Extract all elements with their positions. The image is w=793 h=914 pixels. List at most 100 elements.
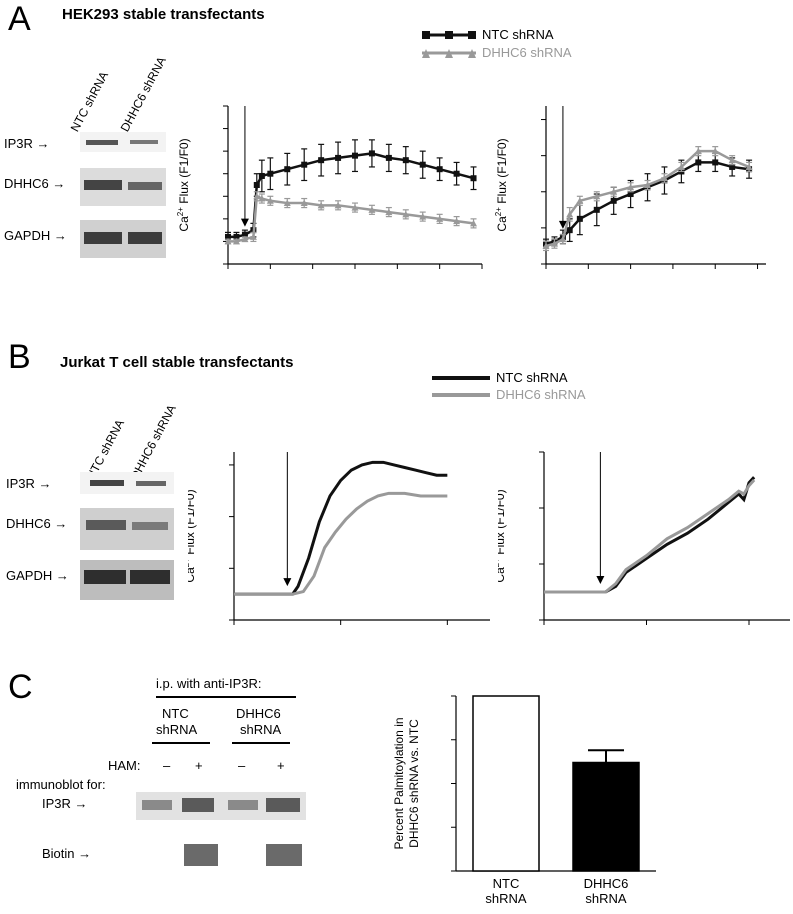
panel-b-letter: B: [8, 338, 31, 376]
blot-b-band: [90, 480, 124, 486]
blot-c-group1-line2: shRNA: [156, 722, 198, 737]
blot-c-ham-sign: –: [163, 758, 171, 773]
data-point-dhhc6: [368, 206, 376, 213]
data-point-dhhc6: [266, 197, 274, 204]
chart-c1: Percent Palmitoylation inDHHC6 shRNA vs.…: [394, 695, 656, 906]
blot-c-group2-line1: DHHC6: [236, 706, 281, 721]
data-point-dhhc6: [470, 219, 478, 227]
data-point-dhhc6: [385, 208, 393, 216]
blot-c-group1-line1: NTC: [162, 706, 189, 721]
blot-c-band: [142, 800, 172, 810]
blot-c-ham-sign: +: [277, 758, 285, 773]
blot-c-gel: [136, 792, 306, 866]
data-point-ntc: [436, 166, 443, 173]
category-label: NTC shRNA: [485, 876, 527, 906]
blot-a-lane-1: NTC shRNA: [67, 69, 111, 134]
data-point-ntc: [566, 227, 573, 234]
chart-b1: Ca2+ Flux (F1/F0): [188, 452, 490, 625]
blot-b-band: [86, 520, 126, 530]
blot-a-band: [84, 232, 122, 244]
data-point-dhhc6: [249, 233, 257, 240]
blot-b-band: [84, 570, 126, 584]
blot-b-band: [130, 570, 170, 584]
data-point-dhhc6: [677, 163, 685, 170]
data-point-ntc: [402, 157, 409, 164]
bar: [572, 761, 640, 872]
blot-c-band-biotin: [266, 844, 302, 866]
data-point-dhhc6: [317, 201, 325, 209]
data-point-dhhc6: [334, 201, 342, 209]
data-point-dhhc6: [694, 147, 702, 155]
data-point-ntc: [352, 152, 358, 159]
series-line-dhhc6: [544, 478, 756, 594]
blot-b-band: [136, 481, 166, 486]
data-point-ntc: [241, 231, 248, 238]
blot-a-band: [84, 180, 122, 190]
data-point-dhhc6: [300, 199, 308, 207]
data-point-dhhc6: [402, 210, 410, 218]
blot-c-group1-underline: [152, 742, 210, 744]
data-point-ntc: [267, 170, 274, 177]
blot-a-row-label-2: DHHC6 →: [4, 176, 66, 191]
data-point-ntc: [233, 233, 240, 240]
legend-a-ntc-marker: [422, 31, 430, 39]
data-point-ntc: [453, 170, 460, 177]
blot-c-band: [182, 798, 214, 812]
data-point-ntc: [318, 157, 325, 164]
annotation-arrowhead: [596, 576, 605, 584]
blot-a-band: [130, 140, 158, 144]
data-point-ntc: [695, 159, 702, 166]
blot-c-ham-sign: +: [195, 758, 203, 773]
data-point-dhhc6: [559, 235, 567, 243]
series-line-dhhc6: [234, 491, 448, 596]
data-point-ntc: [593, 206, 600, 213]
data-point-ntc: [258, 172, 265, 179]
blot-a-band: [86, 140, 118, 145]
data-point-ntc: [385, 154, 392, 161]
y-axis-label: Ca2+ Flux (F1/F0): [176, 138, 191, 231]
data-point-dhhc6: [550, 240, 558, 247]
data-point-dhhc6: [224, 237, 232, 245]
bar: [472, 695, 540, 872]
blot-c-band: [266, 798, 300, 812]
data-point-ntc: [284, 166, 291, 173]
blot-b-row-label-2: DHHC6 →: [6, 516, 68, 531]
blot-c-ip-line: [156, 696, 296, 698]
data-point-ntc: [610, 197, 617, 204]
data-point-dhhc6: [745, 163, 753, 170]
category-label: DHHC6 shRNA: [584, 876, 629, 906]
data-point-dhhc6: [576, 197, 584, 204]
data-point-dhhc6: [436, 215, 444, 222]
blot-a-band: [128, 232, 162, 244]
blot-a-strip-ip3r: [80, 132, 166, 152]
data-point-dhhc6: [253, 192, 261, 200]
blot-b-row-label-3: GAPDH →: [6, 568, 69, 583]
legend-b-dhhc6-label: DHHC6 shRNA: [496, 387, 586, 402]
blot-b: NTC shRNA DHHC6 shRNA IP3R → DHHC6 → GAP…: [0, 380, 190, 620]
data-point-dhhc6: [593, 192, 601, 200]
annotation-arrowhead: [283, 578, 292, 587]
annotation-arrowhead: [240, 218, 249, 227]
legend-a-ntc-label: NTC shRNA: [482, 27, 554, 42]
data-point-ntc: [301, 161, 308, 168]
legend-a-dhhc6-label: DHHC6 shRNA: [482, 45, 572, 60]
data-point-ntc: [419, 161, 426, 168]
blot-c-band: [228, 800, 258, 810]
legend-b: NTC shRNA DHHC6 shRNA: [432, 370, 632, 406]
blot-b-band: [132, 522, 168, 530]
series-line-ntc: [234, 460, 448, 596]
y-axis-label: Percent Palmitoylation inDHHC6 shRNA vs.…: [394, 717, 421, 849]
legend-a-dhhc6-marker: [422, 49, 430, 58]
blot-a-row-label-3: GAPDH →: [4, 228, 67, 243]
blot-c-row-label-2: Biotin →: [42, 846, 92, 861]
blot-c-ip-label: i.p. with anti-IP3R:: [156, 676, 262, 691]
data-point-ntc: [368, 150, 375, 157]
annotation-arrowhead: [558, 220, 567, 229]
blot-a: NTC shRNA DHHC6 shRNA IP3R → DHHC6 → GAP…: [0, 30, 190, 280]
data-point-dhhc6: [660, 174, 668, 182]
panel-c-letter: C: [8, 668, 33, 706]
data-point-dhhc6: [453, 217, 461, 225]
blot-c-ham-sign: –: [238, 758, 246, 773]
data-point-dhhc6: [728, 156, 736, 164]
data-point-dhhc6: [258, 195, 266, 202]
